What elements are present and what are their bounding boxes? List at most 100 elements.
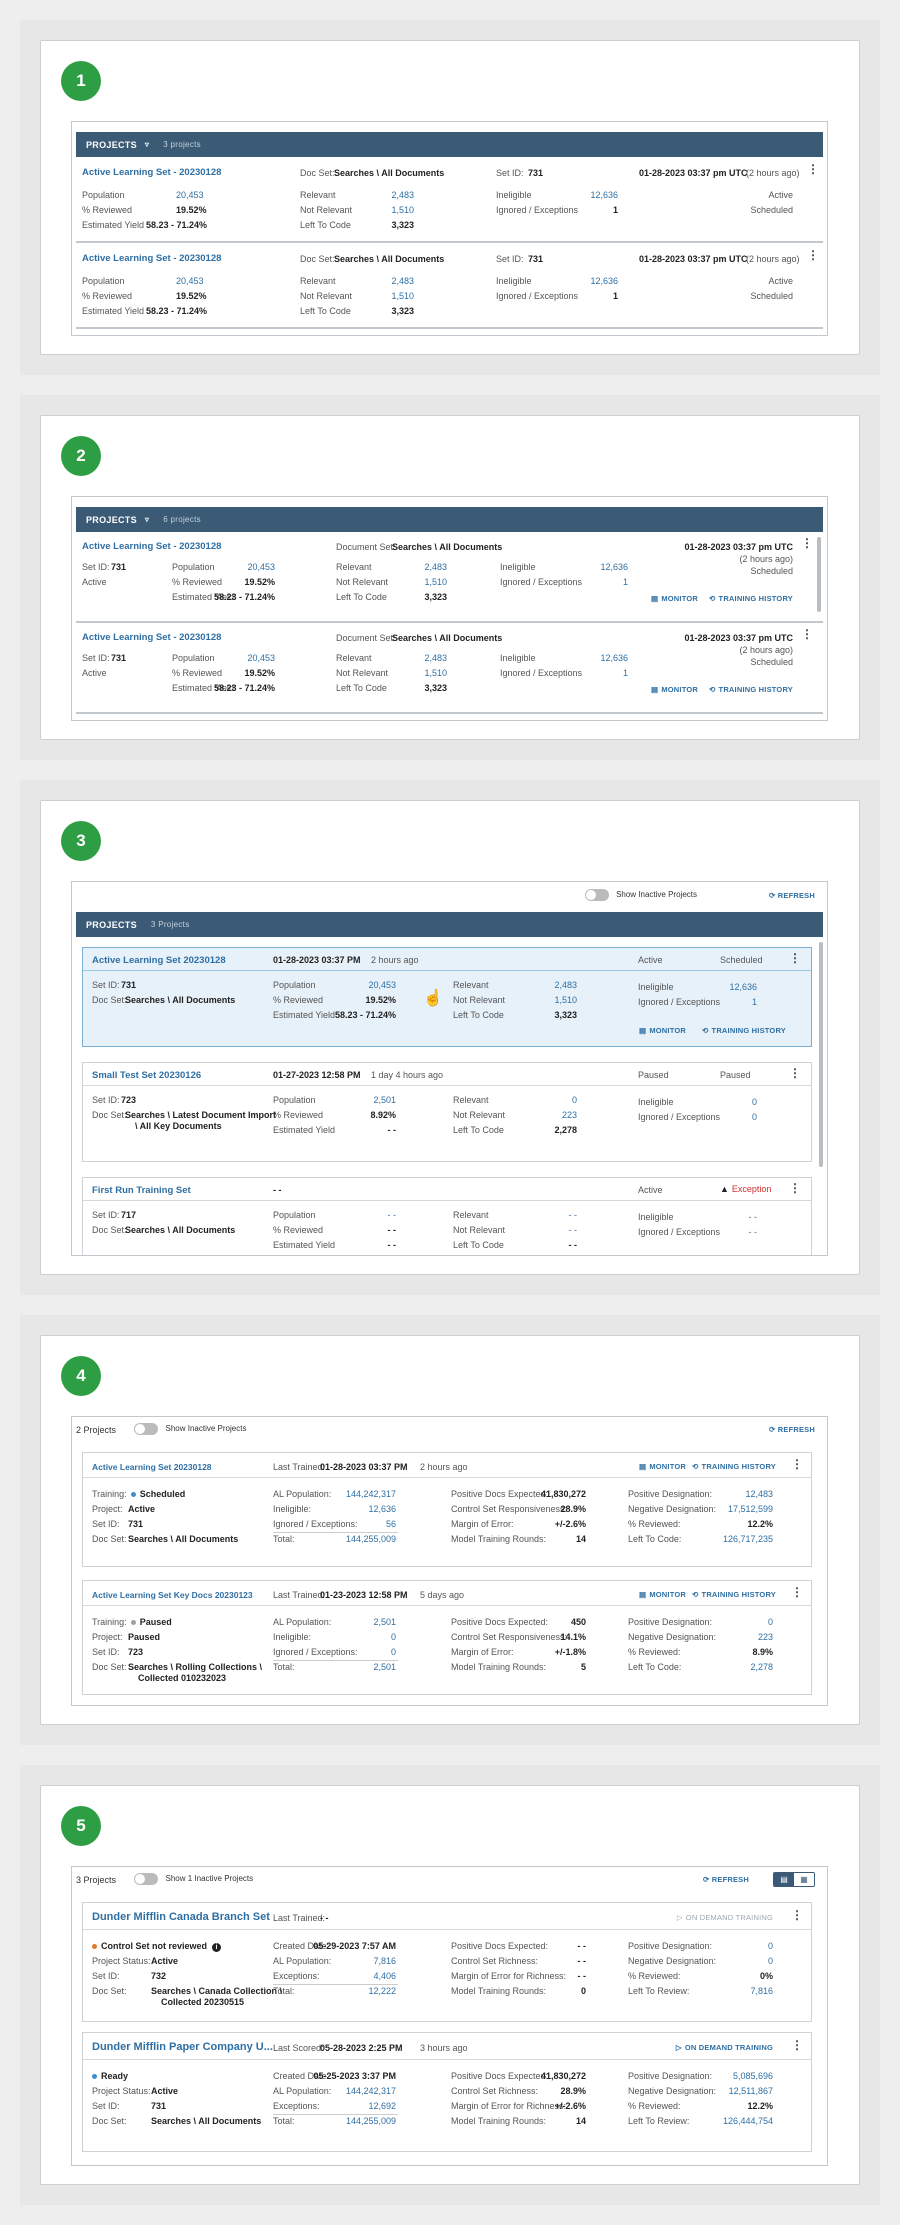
population-value: 20,453 bbox=[247, 653, 275, 663]
section-5-frame: 5 3 Projects Show 1 Inactive Projects ⟳ … bbox=[40, 1785, 860, 2185]
training-history-button[interactable]: ⟲ TRAINING HISTORY bbox=[709, 594, 793, 603]
more-options-icon[interactable]: ⋮ bbox=[791, 2038, 803, 2052]
on-demand-training-button[interactable]: ▷ ON DEMAND TRAINING bbox=[676, 2043, 773, 2052]
project-card[interactable]: Dunder Mifflin Canada Branch Set Last Tra… bbox=[82, 1902, 812, 2022]
training-history-button[interactable]: ⟲ TRAINING HISTORY bbox=[702, 1026, 786, 1035]
ignored-label: Ignored / Exceptions: bbox=[273, 1519, 358, 1529]
status-scheduled: Scheduled bbox=[750, 205, 793, 215]
total-value: 144,255,009 bbox=[345, 1534, 396, 1544]
relevant-value: 2,483 bbox=[424, 653, 447, 663]
status-active: Active bbox=[768, 276, 793, 286]
section-4-frame: 4 2 Projects Show Inactive Projects ⟳ RE… bbox=[40, 1335, 860, 1725]
project-name: First Run Training Set bbox=[92, 1185, 191, 1196]
yield-value: 58.23 - 71.24% bbox=[213, 683, 275, 693]
not-relevant-value: 1,510 bbox=[391, 291, 414, 301]
more-options-icon[interactable]: ⋮ bbox=[801, 627, 813, 641]
reviewed-value: 8.92% bbox=[370, 1110, 396, 1120]
doc-set-value: Searches \ All Documents bbox=[334, 168, 445, 178]
scrollbar[interactable] bbox=[817, 537, 821, 612]
posexp-label: Positive Docs Expected: bbox=[451, 1617, 549, 1627]
toggle-switch[interactable] bbox=[134, 1423, 158, 1435]
view-toggle-group: ▤ ▦ bbox=[773, 1872, 815, 1887]
on-demand-training-label: ON DEMAND TRAINING bbox=[685, 1913, 773, 1922]
ineligible-label: Ineligible bbox=[638, 1097, 674, 1107]
toggle-switch[interactable] bbox=[584, 889, 609, 901]
ineligible-value: 0 bbox=[751, 1097, 757, 1107]
set-id-value: 731 bbox=[111, 653, 127, 663]
population-label: Population bbox=[172, 562, 215, 572]
monitor-button[interactable]: ▤ MONITOR bbox=[639, 1026, 686, 1035]
more-options-icon[interactable]: ⋮ bbox=[807, 248, 819, 262]
refresh-button[interactable]: ⟳ REFRESH bbox=[703, 1875, 749, 1884]
filter-icon[interactable]: ▿ bbox=[144, 140, 150, 149]
set-id-label: Set ID: bbox=[82, 562, 110, 572]
project-row[interactable]: Active Learning Set - 20230128 Doc Set: Se… bbox=[76, 157, 823, 243]
more-options-icon[interactable]: ⋮ bbox=[791, 1585, 803, 1599]
yield-value: 58.23 - 71.24% bbox=[146, 220, 208, 230]
doc-set-label: Doc Set: bbox=[300, 254, 335, 264]
section-3-frame: 3 Show Inactive Projects ⟳ REFRESH PROJE… bbox=[40, 800, 860, 1275]
status-scheduled: Scheduled bbox=[750, 291, 793, 301]
monitor-button[interactable]: ▤ MONITOR bbox=[639, 1590, 686, 1599]
show-inactive-toggle[interactable]: Show Inactive Projects bbox=[584, 889, 697, 901]
training-history-button[interactable]: ⟲ TRAINING HISTORY bbox=[692, 1462, 776, 1471]
more-options-icon[interactable]: ⋮ bbox=[789, 1181, 801, 1195]
project-row[interactable]: Active Learning Set - 20230128 Document S… bbox=[76, 532, 823, 623]
more-options-icon[interactable]: ⋮ bbox=[789, 1066, 801, 1080]
reviewed-label: % Reviewed bbox=[172, 668, 223, 678]
not-relevant-label: Not Relevant bbox=[453, 1225, 506, 1235]
last-trained-label: Last Trained: bbox=[273, 1913, 326, 1923]
card-view-button[interactable]: ▤ bbox=[774, 1873, 794, 1886]
left-to-code-value: 3,323 bbox=[391, 306, 414, 316]
project-status-value: Active bbox=[151, 2086, 179, 2096]
refresh-button[interactable]: ⟳ REFRESH bbox=[769, 1425, 815, 1434]
refresh-button[interactable]: ⟳ REFRESH bbox=[769, 891, 815, 900]
show-inactive-toggle[interactable]: Show 1 Inactive Projects bbox=[134, 1873, 253, 1885]
ignored-label: Ignored / Exceptions bbox=[638, 1227, 721, 1237]
projects-header: PROJECTS 3 Projects bbox=[76, 912, 823, 937]
project-row[interactable]: Active Learning Set - 20230128 Doc Set: Se… bbox=[76, 243, 823, 329]
monitor-label: MONITOR bbox=[661, 685, 698, 694]
more-options-icon[interactable]: ⋮ bbox=[801, 536, 813, 550]
project-row[interactable]: Active Learning Set - 20230128 Document S… bbox=[76, 623, 823, 714]
more-options-icon[interactable]: ⋮ bbox=[791, 1908, 803, 1922]
exc-label: Exceptions: bbox=[273, 2101, 320, 2111]
doc-set-label: Doc Set: bbox=[92, 1534, 127, 1544]
yield-label: Estimated Yield bbox=[82, 220, 145, 230]
more-options-icon[interactable]: ⋮ bbox=[789, 951, 801, 965]
not-relevant-value: 1,510 bbox=[424, 668, 447, 678]
ineligible-label: Ineligible bbox=[500, 562, 536, 572]
monitor-button[interactable]: ▤ MONITOR bbox=[651, 594, 698, 603]
on-demand-training-button[interactable]: ▷ ON DEMAND TRAINING bbox=[677, 1913, 773, 1922]
project-card[interactable]: Active Learning Set 20230128 01-28-2023 0… bbox=[82, 947, 812, 1047]
left-to-code-label: Left To Code bbox=[336, 683, 387, 693]
monitor-button[interactable]: ▤ MONITOR bbox=[639, 1462, 686, 1471]
yield-label: Estimated Yield bbox=[273, 1125, 336, 1135]
project-card[interactable]: Dunder Mifflin Paper Company U... Last Sc… bbox=[82, 2032, 812, 2152]
filter-icon[interactable]: ▿ bbox=[144, 515, 150, 524]
more-options-icon[interactable]: ⋮ bbox=[807, 162, 819, 176]
project-card[interactable]: Active Learning Set 20230128 Last Trained… bbox=[82, 1452, 812, 1567]
doc-set-label: Document Set: bbox=[336, 542, 396, 552]
project-card[interactable]: Active Learning Set Key Docs 20230123 Las… bbox=[82, 1580, 812, 1695]
not-relevant-value: - - bbox=[568, 1225, 578, 1235]
more-options-icon[interactable]: ⋮ bbox=[791, 1457, 803, 1471]
monitor-button[interactable]: ▤ MONITOR bbox=[651, 685, 698, 694]
table-view-button[interactable]: ▦ bbox=[794, 1873, 814, 1886]
project-card[interactable]: First Run Training Set - - Active ▲ Exceptio… bbox=[82, 1177, 812, 1255]
date-value: 01-28-2023 03:37 pm UTC bbox=[684, 633, 793, 643]
relevant-value: 2,483 bbox=[424, 562, 447, 572]
training-history-button[interactable]: ⟲ TRAINING HISTORY bbox=[709, 685, 793, 694]
show-inactive-toggle[interactable]: Show Inactive Projects bbox=[134, 1423, 246, 1435]
project-card[interactable]: Small Test Set 20230126 01-27-2023 12:58 … bbox=[82, 1062, 812, 1162]
training-label: Training: bbox=[92, 1489, 127, 1499]
toggle-switch[interactable] bbox=[134, 1873, 158, 1885]
info-icon[interactable]: i bbox=[212, 1943, 222, 1952]
status-active: Active bbox=[82, 668, 107, 678]
card-divider bbox=[83, 970, 811, 971]
scrollbar[interactable] bbox=[819, 942, 823, 1167]
on-demand-training-label: ON DEMAND TRAINING bbox=[684, 2043, 773, 2052]
projects-title: PROJECTS bbox=[86, 139, 137, 150]
posexp-value: - - bbox=[577, 1941, 587, 1951]
training-history-button[interactable]: ⟲ TRAINING HISTORY bbox=[692, 1590, 776, 1599]
